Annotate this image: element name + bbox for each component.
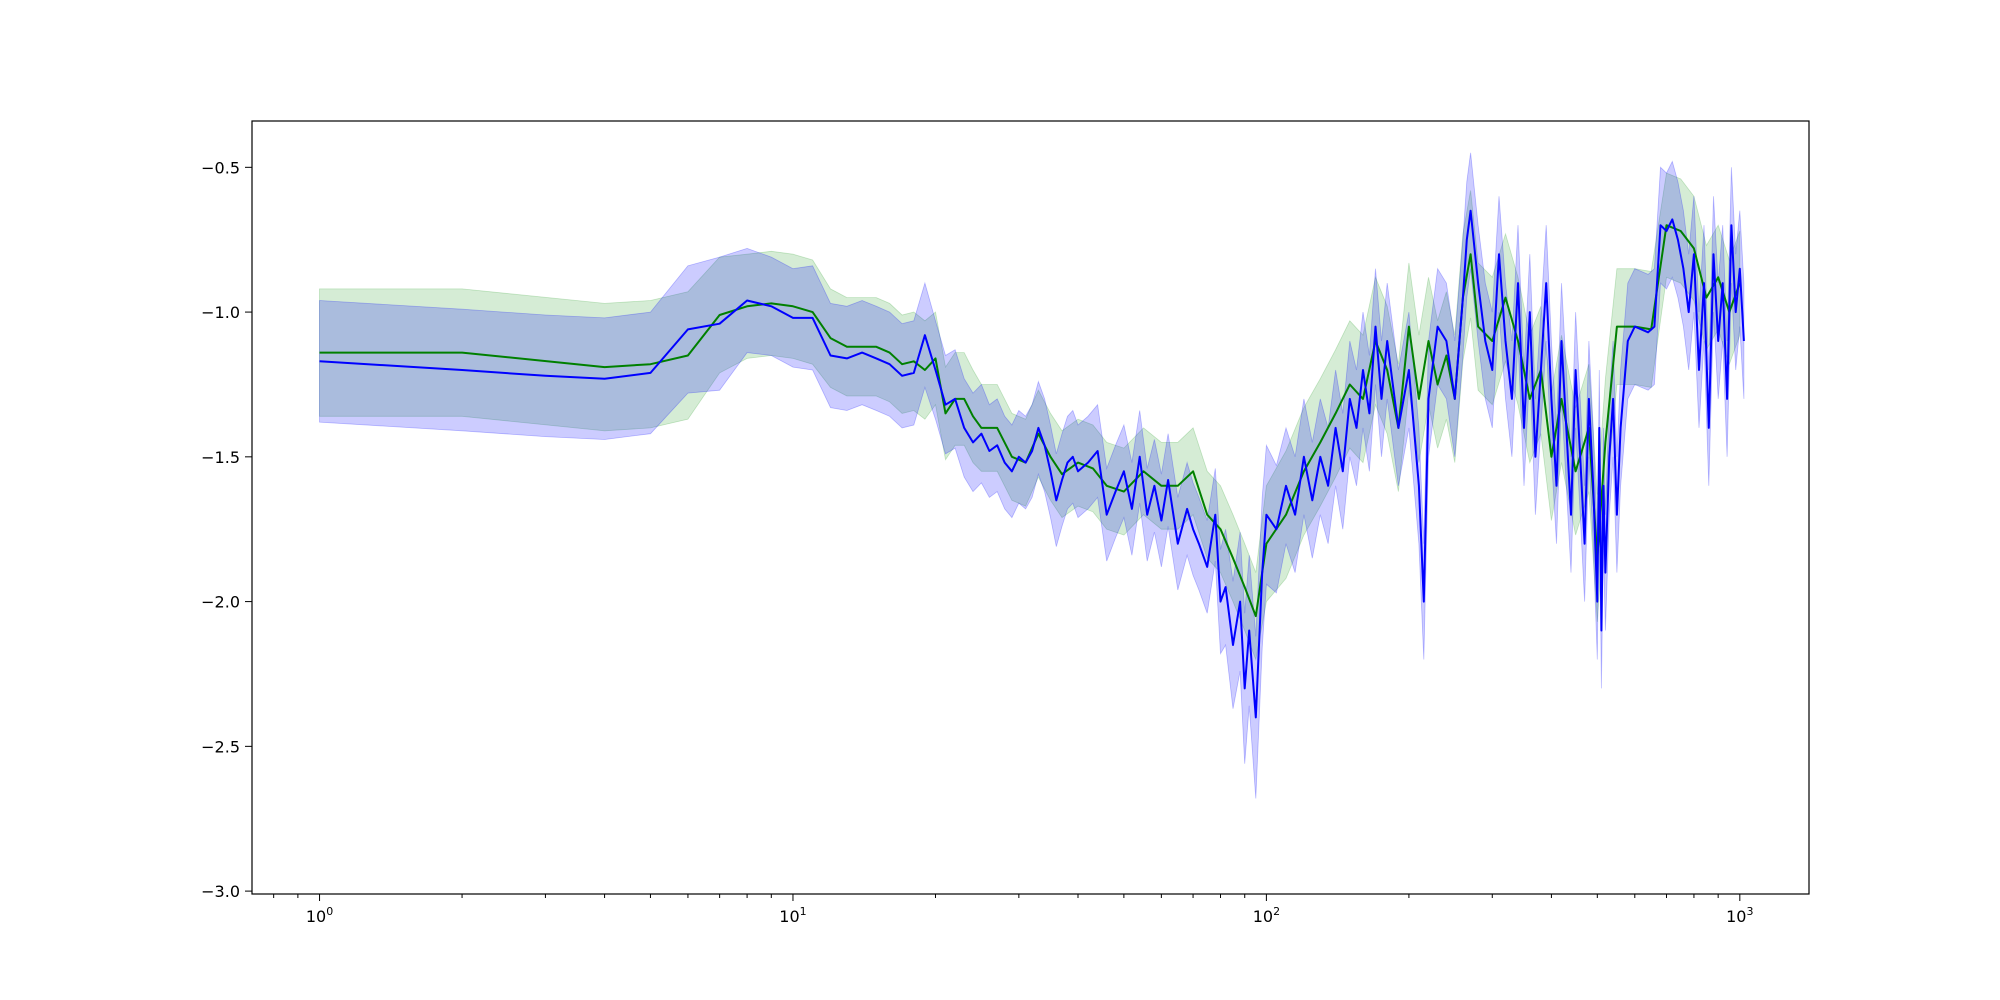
series-1-line xyxy=(319,224,1741,618)
y-tick-label: −3.0 xyxy=(201,882,240,901)
x-tick-label: 103 xyxy=(1726,905,1753,926)
y-tick-label: −1.0 xyxy=(201,303,240,322)
y-axis: −0.5 −1.0 −1.5 −2.0 −2.5 −3.0 xyxy=(201,158,252,901)
series-2-line xyxy=(319,209,1745,719)
x-tick-label: 102 xyxy=(1253,905,1280,926)
y-tick-label: −0.5 xyxy=(201,158,240,177)
plot-frame xyxy=(251,120,1810,895)
confidence-bands xyxy=(319,152,1745,799)
x-tick-label: 101 xyxy=(779,905,806,926)
series-lines xyxy=(319,209,1745,719)
x-axis: 100 101 102 103 xyxy=(273,894,1753,926)
y-tick-label: −2.0 xyxy=(201,593,240,612)
y-tick-label: −1.5 xyxy=(201,448,240,467)
x-tick-label: 100 xyxy=(306,905,333,926)
series-2-band xyxy=(319,152,1745,799)
series-1-band xyxy=(319,172,1741,661)
y-tick-label: −2.5 xyxy=(201,737,240,756)
